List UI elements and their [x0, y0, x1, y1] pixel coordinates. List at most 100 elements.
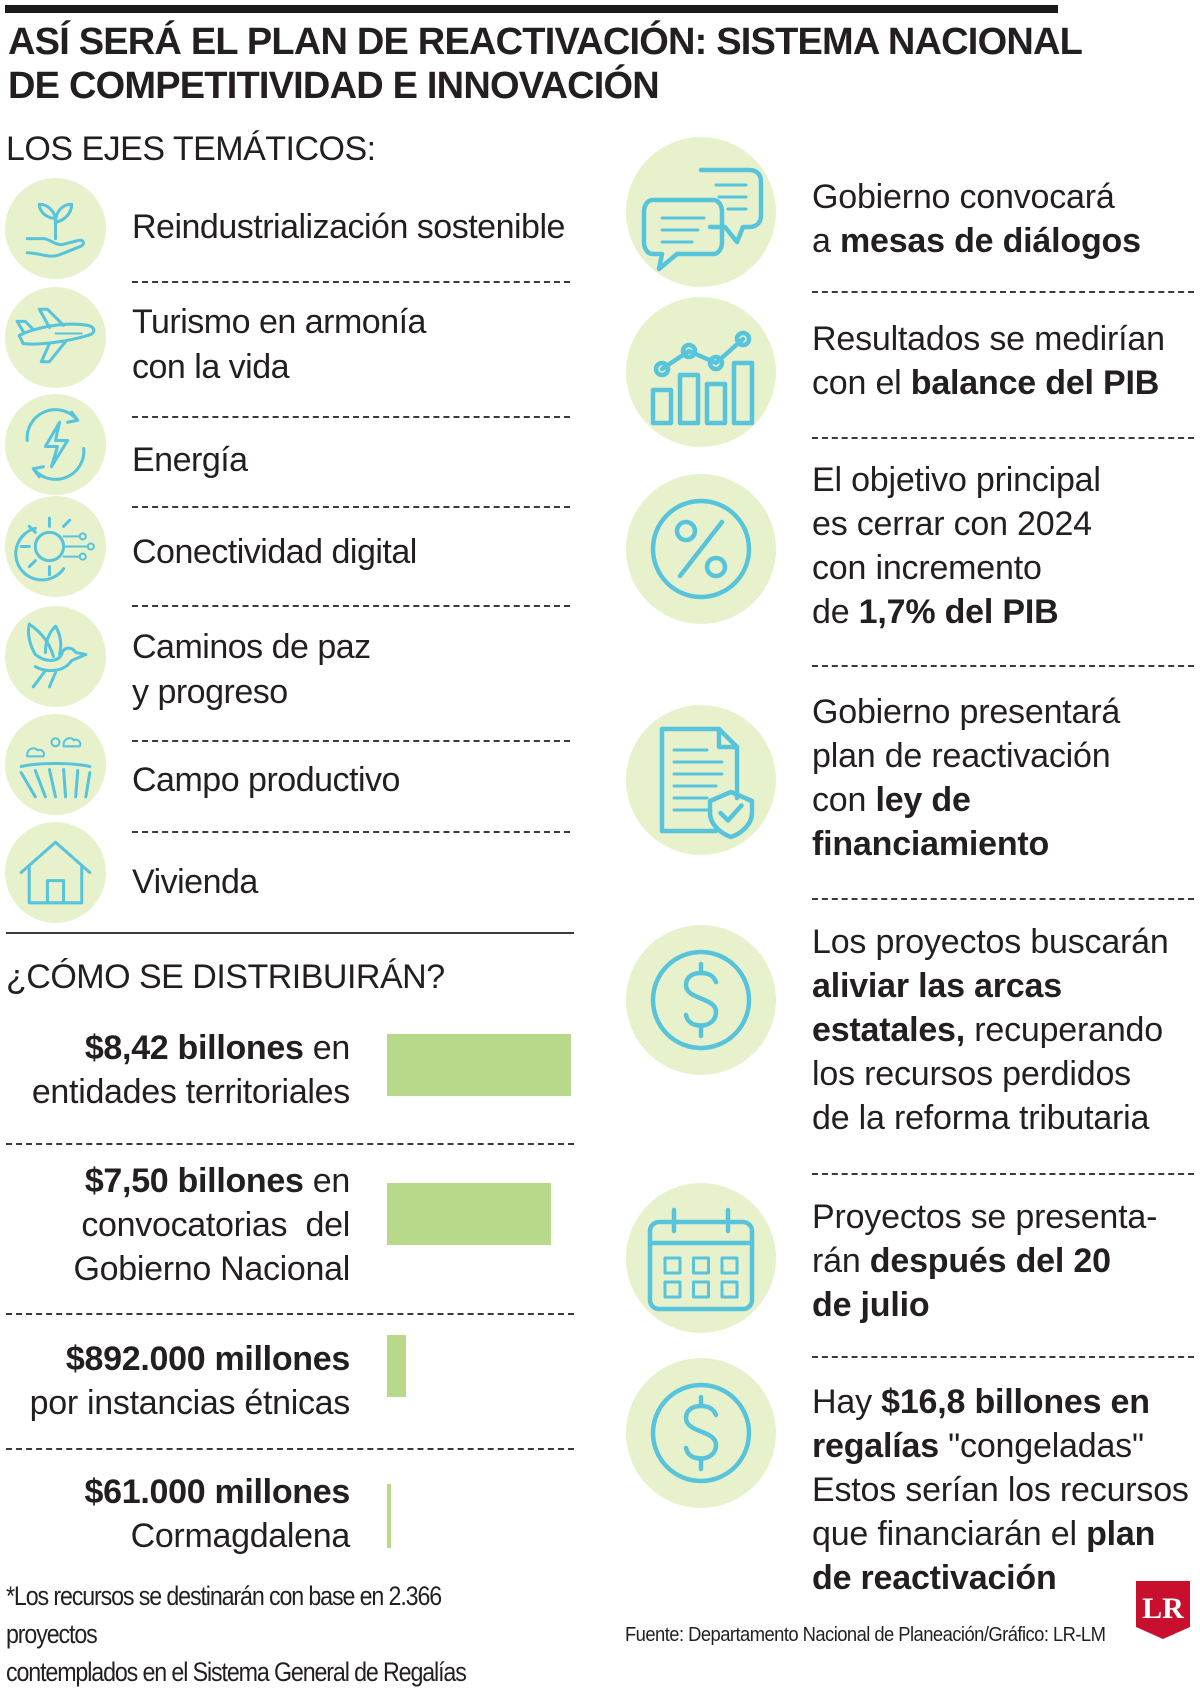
- distribucion-bar: [387, 1034, 571, 1096]
- eje-label: Turismo en armonía con la vida: [132, 300, 426, 390]
- fact-highlight: mesas de diálogos: [839, 222, 1141, 260]
- dashed-divider: [6, 1448, 574, 1450]
- eje-label: Caminos de paz y progreso: [132, 625, 371, 715]
- icon-circle: [5, 822, 106, 923]
- distribucion-amount-suffix: en: [303, 1029, 351, 1067]
- dashed-divider: [812, 437, 1194, 439]
- fact-line: Gobierno convocará: [812, 175, 1197, 219]
- fact-text: Hay $16,8 billones en regalías "congelada…: [812, 1380, 1197, 1600]
- icon-circle: [626, 474, 776, 624]
- field-icon: [19, 737, 92, 799]
- footnote: *Los recursos se destinarán con base en …: [6, 1577, 513, 1691]
- distribucion-amount-line: $8,42 billones en: [10, 1026, 350, 1070]
- footnote-line-1: *Los recursos se destinarán con base en …: [6, 1581, 442, 1649]
- dashed-divider: [812, 291, 1194, 293]
- fact-segment: Estos serían los recursos: [812, 1471, 1189, 1509]
- source-credit: Fuente: Departamento Nacional de Planeac…: [625, 1624, 1106, 1646]
- energy-bolt-icon: [25, 408, 86, 481]
- dashed-divider: [132, 831, 570, 833]
- airplane-icon: [15, 307, 96, 364]
- fact-text: Los proyectos buscarán aliviar las arcas e…: [812, 920, 1197, 1140]
- fact-line: con el balance del PIB: [812, 361, 1197, 405]
- distribucion-amount-line: $892.000 millones: [10, 1337, 350, 1381]
- eje-label: Reindustrialización sostenible: [132, 205, 565, 250]
- icon-circle: [5, 287, 106, 388]
- fact-segment: Resultados se medirían: [812, 320, 1165, 358]
- fact-segment: a: [812, 222, 840, 260]
- document-shield-icon: [659, 726, 755, 840]
- distribucion-bar: [387, 1183, 551, 1245]
- fact-highlight: después del 20: [869, 1242, 1111, 1280]
- fact-line: los recursos perdidos: [812, 1052, 1197, 1096]
- fact-segment: Los proyectos buscarán: [812, 923, 1169, 961]
- calendar-icon: [647, 1207, 755, 1312]
- eje-label-line: Conectividad digital: [132, 533, 417, 571]
- distribucion-bar: [387, 1335, 407, 1397]
- section-divider: [6, 932, 574, 934]
- title-line-2: DE COMPETITIVIDAD E INNOVACIÓN: [8, 65, 660, 107]
- icon-circle: [5, 714, 106, 815]
- dashed-divider: [132, 416, 570, 418]
- page-title: ASÍ SERÁ EL PLAN DE REACTIVACIÓN: SISTEM…: [8, 20, 1158, 108]
- fact-segment: con incremento: [812, 549, 1042, 587]
- fact-text: Resultados se medirían con el balance del…: [812, 317, 1197, 405]
- distribucion-amount-suffix: en: [303, 1162, 351, 1200]
- fact-line: que financiarán el plan: [812, 1512, 1197, 1556]
- eje-label-line: Campo productivo: [132, 761, 400, 799]
- dashed-divider: [132, 506, 570, 508]
- fact-highlight: financiamiento: [812, 825, 1050, 863]
- icon-circle: [626, 1358, 776, 1508]
- icon-circle: [5, 496, 106, 597]
- eje-label-line: Vivienda: [132, 863, 258, 901]
- fact-highlight: ley de: [875, 781, 971, 819]
- fact-segment: Gobierno presentará: [812, 693, 1121, 731]
- fact-segment: de la reforma tributaria: [812, 1099, 1150, 1137]
- fact-line: Los proyectos buscarán: [812, 920, 1197, 964]
- eje-label-line: y progreso: [132, 673, 288, 711]
- distribucion-amount: $892.000 millones: [65, 1340, 350, 1378]
- fact-line: Estos serían los recursos: [812, 1468, 1197, 1512]
- fact-segment: recuperando: [965, 1011, 1163, 1049]
- fact-segment: Hay: [812, 1383, 882, 1421]
- distribucion-label-line: entidades territoriales: [31, 1073, 350, 1111]
- fact-text: Gobierno presentará plan de reactivación c…: [812, 690, 1197, 866]
- eje-label: Vivienda: [132, 860, 258, 905]
- fact-segment: Gobierno convocará: [812, 178, 1115, 216]
- distribucion-label: $8,42 billones en entidades territoriales: [10, 1026, 350, 1114]
- fact-highlight: plan: [1086, 1515, 1156, 1553]
- fact-line: aliviar las arcas: [812, 964, 1197, 1008]
- distribucion-label: $61.000 millones Cormagdalena: [10, 1470, 351, 1558]
- fact-line: El objetivo principal: [812, 458, 1197, 502]
- ejes-heading: LOS EJES TEMÁTICOS:: [6, 130, 376, 168]
- dashed-divider: [132, 605, 570, 607]
- eje-label-line: Caminos de paz: [132, 628, 371, 666]
- dashed-divider: [812, 1356, 1194, 1358]
- fact-segment: que financiarán el: [812, 1515, 1087, 1553]
- distribucion-label: $892.000 millones por instancias étnicas: [10, 1337, 351, 1425]
- fact-text: Gobierno convocará a mesas de diálogos: [812, 175, 1197, 263]
- fact-line: de julio: [812, 1283, 1197, 1327]
- fact-line: a mesas de diálogos: [812, 219, 1197, 263]
- logo-text: LR: [1142, 1592, 1184, 1625]
- fact-line: con incremento: [812, 546, 1197, 590]
- fact-segment: rán: [812, 1242, 870, 1280]
- fact-highlight: regalías: [812, 1427, 939, 1465]
- icon-circle: [626, 1183, 776, 1333]
- fact-text: Proyectos se presenta-rán después del 20…: [812, 1195, 1197, 1327]
- fact-segment: de: [812, 593, 859, 631]
- distribucion-bar: [387, 1484, 391, 1548]
- fact-segment: es cerrar con 2024: [812, 505, 1092, 543]
- fact-line: financiamiento: [812, 822, 1197, 866]
- fact-segment: El objetivo principal: [812, 461, 1101, 499]
- percent-icon: [650, 498, 752, 600]
- icon-circle: [626, 925, 776, 1075]
- icon-circle: [5, 606, 106, 707]
- fact-line: es cerrar con 2024: [812, 502, 1197, 546]
- distribucion-label-line: Gobierno Nacional: [73, 1250, 350, 1288]
- dashed-divider: [812, 1173, 1194, 1175]
- fact-highlight: $16,8 billones en: [881, 1383, 1150, 1421]
- fact-line: de reactivación: [812, 1556, 1197, 1600]
- fact-highlight: de reactivación: [812, 1559, 1057, 1597]
- fact-segment: con: [812, 781, 876, 819]
- distribucion-label-line: Cormagdalena: [130, 1517, 351, 1555]
